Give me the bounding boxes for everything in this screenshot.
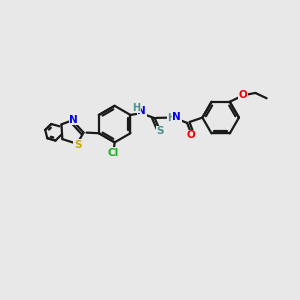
Text: N: N [137, 106, 146, 116]
Text: N: N [70, 115, 78, 125]
Text: N: N [172, 112, 181, 122]
Text: H: H [132, 103, 140, 112]
Text: O: O [186, 130, 195, 140]
Text: H: H [167, 112, 175, 123]
Text: O: O [239, 90, 248, 100]
Text: Cl: Cl [108, 148, 119, 158]
Text: S: S [74, 140, 81, 150]
Text: S: S [156, 126, 164, 136]
